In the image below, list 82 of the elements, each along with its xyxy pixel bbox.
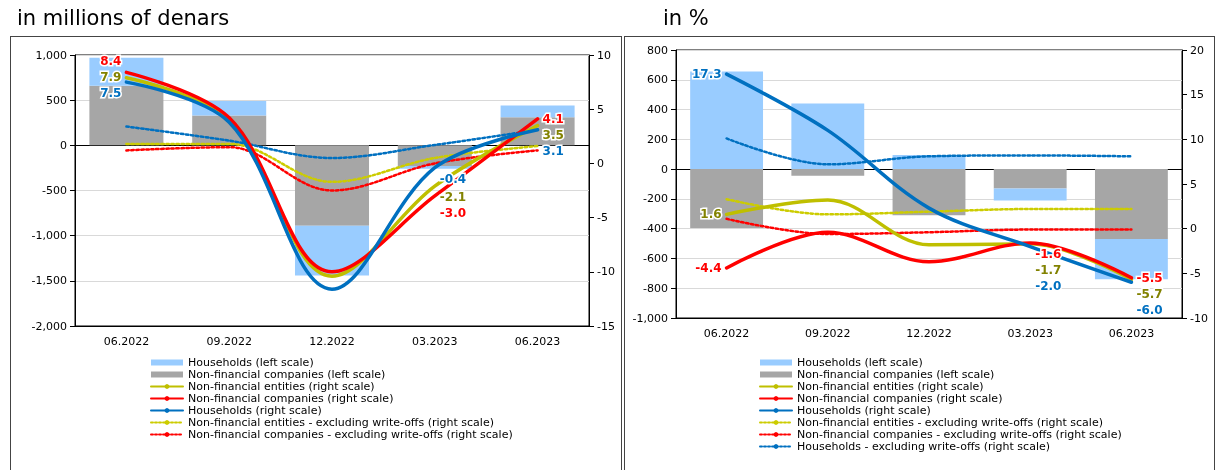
x-tick-label: 06.2022	[703, 327, 750, 340]
legend-label: Non-financial entities - excluding write-offs (right scale)	[188, 416, 494, 429]
y2-tick-label: -5	[1190, 266, 1201, 280]
y-tick-label: -400	[643, 222, 668, 236]
data-label: 1.6	[700, 207, 722, 222]
y2-tick-label: 15	[1190, 88, 1204, 102]
y2-tick-label: -10	[1190, 311, 1208, 325]
bar	[294, 145, 370, 226]
legend-label: Households (right scale)	[797, 404, 931, 417]
y-tick-label: -500	[42, 184, 67, 197]
legend-label: Households - excluding write-offs (right scale)	[797, 440, 1050, 453]
y-tick-label: -1,000	[632, 311, 668, 325]
x-tick-label: 06.2022	[103, 335, 150, 348]
legend-label: Non-financial companies - excluding write-offs (right scale)	[797, 428, 1122, 441]
data-label: -5.5	[1136, 270, 1163, 285]
data-label: -1.7	[1035, 262, 1062, 277]
x-tick-label: 06.2023	[1108, 327, 1155, 340]
y-tick-label: 0	[60, 138, 67, 152]
y-tick-label: -2,000	[31, 319, 67, 333]
line-series	[125, 142, 539, 184]
legend-label: Households (right scale)	[188, 404, 322, 417]
x-tick-label: 09.2022	[805, 327, 851, 340]
data-label: -4.4	[695, 260, 722, 275]
data-label: -2.0	[1035, 278, 1062, 293]
x-tick-label: 12.2022	[906, 327, 952, 340]
bar	[690, 71, 764, 170]
y-tick-label: -1,000	[31, 229, 67, 243]
y-tick-label: -1,500	[31, 274, 67, 288]
data-label: 3.5	[542, 127, 564, 142]
y-tick-label: 400	[647, 103, 668, 117]
data-label: 17.3	[691, 67, 722, 82]
y-tick-label: -200	[643, 192, 668, 206]
x-tick-label: 12.2022	[309, 335, 355, 348]
y-tick-label: 800	[647, 43, 668, 57]
y-tick-label: -600	[643, 251, 668, 265]
legend-label: Non-financial entities - excluding write-offs (right scale)	[797, 416, 1103, 429]
legend-label: Households (left scale)	[188, 356, 314, 369]
bar	[993, 169, 1067, 189]
data-label: 7.5	[100, 86, 122, 101]
x-tick-label: 03.2023	[1007, 327, 1053, 340]
data-label: -6.0	[1136, 302, 1163, 317]
data-label: -3.0	[439, 206, 467, 221]
y-tick-label: 200	[647, 132, 668, 146]
y2-tick-label: 10	[1190, 132, 1204, 146]
legend-label: Households (left scale)	[797, 356, 923, 369]
chart-title: in millions of denars	[17, 5, 230, 30]
data-label: 4.1	[542, 111, 564, 126]
legend-label: Non-financial companies (right scale)	[188, 392, 394, 405]
legend-label: Non-financial companies - excluding write-offs (right scale)	[188, 428, 513, 441]
y-tick-label: -800	[643, 281, 668, 295]
y2-tick-label: 20	[1190, 43, 1204, 57]
data-label: 3.1	[542, 143, 564, 158]
y-tick-label: 600	[647, 73, 668, 87]
y2-tick-label: 0	[597, 156, 604, 170]
legend-label: Non-financial companies (right scale)	[797, 392, 1003, 405]
bar	[1094, 169, 1168, 240]
data-label: 8.4	[100, 54, 122, 69]
bar	[791, 169, 865, 176]
legend-label: Non-financial companies (left scale)	[188, 368, 386, 381]
y2-tick-label: 10	[597, 48, 611, 62]
y2-tick-label: 0	[1190, 222, 1197, 236]
data-label: -2.1	[439, 190, 467, 205]
y2-tick-label: -5	[597, 211, 608, 225]
data-label: 7.9	[100, 70, 122, 85]
y2-tick-label: -15	[597, 319, 615, 333]
bar	[791, 103, 865, 170]
y-tick-label: 0	[661, 162, 668, 176]
y2-tick-label: 5	[597, 102, 604, 116]
y2-tick-label: -10	[597, 265, 615, 279]
data-label: -5.7	[1136, 286, 1163, 301]
bar	[993, 188, 1067, 201]
x-tick-label: 03.2023	[412, 335, 458, 348]
line-series	[725, 197, 1133, 216]
y-tick-label: 500	[46, 93, 67, 107]
y-tick-label: 1,000	[35, 48, 67, 62]
x-tick-label: 09.2022	[206, 335, 252, 348]
legend-label: Non-financial entities (right scale)	[188, 380, 375, 393]
y2-tick-label: 5	[1190, 177, 1197, 191]
legend-label: Non-financial entities (right scale)	[797, 380, 984, 393]
x-tick-label: 06.2023	[514, 335, 561, 348]
legend-label: Non-financial companies (left scale)	[797, 368, 995, 381]
chart-title: in %	[663, 5, 709, 30]
